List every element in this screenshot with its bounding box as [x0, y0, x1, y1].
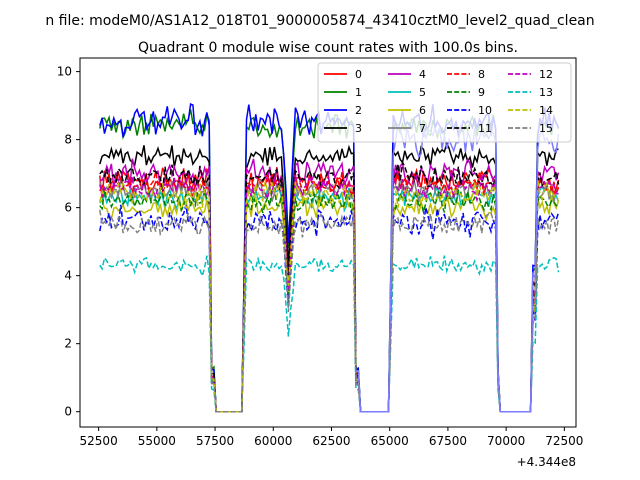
y-tick-label: 6: [64, 201, 72, 215]
y-tick-label: 2: [64, 337, 72, 351]
x-tick-label: 52500: [80, 434, 118, 448]
legend-label-15: 15: [539, 122, 553, 135]
x-tick-label: 62500: [312, 434, 350, 448]
series-line-0: [99, 165, 560, 413]
figure-suptitle: n file: modeM0/AS1A12_018T01_9000005874_…: [45, 13, 594, 29]
legend-label-8: 8: [478, 68, 485, 81]
y-axis: 0 2 4 6 8 10: [57, 65, 80, 419]
series-line-14: [99, 179, 559, 413]
legend-label-11: 11: [478, 122, 492, 135]
legend-label-7: 7: [419, 122, 426, 135]
series-line-13: [99, 255, 560, 413]
y-tick-label: 4: [64, 269, 72, 283]
x-tick-label: 65000: [371, 434, 409, 448]
legend-label-2: 2: [355, 104, 362, 117]
legend-label-5: 5: [419, 86, 426, 99]
legend-label-6: 6: [419, 104, 426, 117]
x-axis: 52500 55000 57500 60000 62500 65000 67500 70000…: [80, 427, 583, 448]
y-tick-label: 0: [64, 405, 72, 419]
legend-label-4: 4: [419, 68, 426, 81]
series-line-extra: [355, 122, 560, 413]
series-line-15: [99, 209, 560, 413]
legend-label-14: 14: [539, 104, 553, 117]
x-tick-label: 70000: [487, 434, 525, 448]
x-tick-label: 55000: [138, 434, 176, 448]
legend-label-0: 0: [355, 68, 362, 81]
series-line-2: [99, 103, 560, 413]
legend-label-12: 12: [539, 68, 553, 81]
legend-frame: [317, 62, 572, 143]
series-layer: [99, 103, 560, 413]
x-tick-label: 72500: [545, 434, 583, 448]
x-tick-label: 67500: [429, 434, 467, 448]
y-tick-label: 10: [57, 65, 72, 79]
y-tick-label: 8: [64, 133, 72, 147]
x-tick-label: 60000: [254, 434, 292, 448]
series-line-9: [99, 186, 559, 413]
legend-label-3: 3: [355, 122, 362, 135]
plot-area-frame: [79, 57, 577, 428]
legend-label-13: 13: [539, 86, 553, 99]
legend-label-9: 9: [478, 86, 485, 99]
series-line-12: [99, 173, 559, 413]
x-tick-label: 57500: [196, 434, 234, 448]
chart-title: Quadrant 0 module wise count rates with …: [138, 40, 518, 56]
legend-label-10: 10: [478, 104, 492, 117]
legend-label-1: 1: [355, 86, 362, 99]
x-axis-offset-label: +4.344e8: [517, 455, 576, 469]
series-line-10: [99, 204, 560, 413]
series-line-3: [99, 140, 559, 413]
